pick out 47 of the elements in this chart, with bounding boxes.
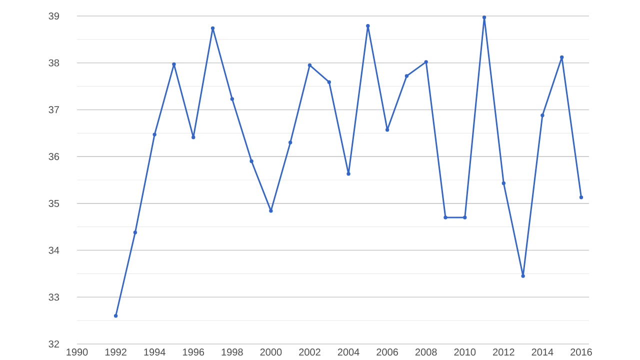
point [230,97,234,101]
y-tick-label: 33 [48,294,60,301]
x-tick-label: 2012 [493,348,514,356]
x-tick-label: 2008 [415,348,437,356]
x-tick-label: 1990 [66,348,88,356]
point [327,80,331,84]
point [152,132,156,136]
point [579,195,584,200]
point [521,274,525,278]
y-tick-label: 37 [48,106,59,114]
point [540,113,544,118]
x-tick-label: 2006 [376,348,398,356]
x-tick-label: 2016 [570,348,592,356]
point [424,60,428,64]
x-tick-label: 2000 [260,348,282,356]
point [114,314,118,318]
x-tick-label: 1996 [183,348,204,356]
point [444,216,448,220]
x-tick-label: 2010 [454,348,476,356]
x-tick-label: 2004 [338,348,360,356]
y-tick-label: 39 [48,12,60,20]
x-tick-label: 2002 [299,348,320,356]
point [308,63,312,68]
point [133,230,138,234]
point [250,159,254,164]
point [192,136,196,140]
y-tick-label: 32 [48,340,59,348]
point [269,209,273,213]
x-tick-label: 1992 [105,348,126,356]
point [482,16,486,20]
point [502,181,506,186]
point [385,128,390,132]
y-tick-label: 34 [48,246,60,254]
x-tick-label: 2014 [532,348,554,356]
y-tick-label: 36 [48,153,60,160]
x-tick-label: 1994 [144,348,166,356]
y-tick-label: 35 [48,200,60,207]
x-tick-label: 1998 [222,348,243,356]
point [210,26,215,30]
y-tick-label: 38 [48,59,60,66]
point [560,55,564,60]
point [288,140,292,144]
point [172,62,176,66]
point [366,24,370,28]
point [346,172,350,176]
point [404,74,409,78]
point [463,216,467,220]
